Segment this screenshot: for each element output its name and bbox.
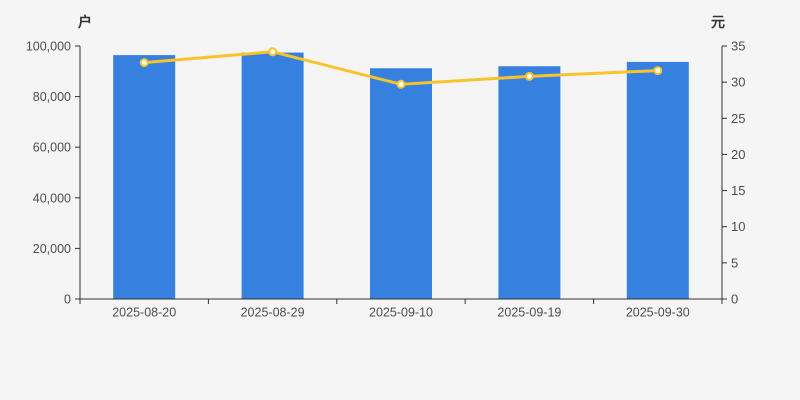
price-point-2025-09-30[interactable] <box>653 66 663 76</box>
x-axis-tick-label: 2025-08-29 <box>241 306 305 320</box>
bar-2025-08-29[interactable] <box>241 52 304 299</box>
price-point-2025-08-20[interactable] <box>139 58 149 68</box>
right-axis-tick-label: 5 <box>731 255 738 270</box>
left-axis-tick-label: 40,000 <box>33 191 71 205</box>
bar-2025-09-19[interactable] <box>498 66 561 300</box>
right-axis-tick-label: 35 <box>731 39 745 54</box>
bar-2025-08-20[interactable] <box>113 55 176 299</box>
left-axis-tick-label: 80,000 <box>33 90 71 104</box>
bar-2025-09-30[interactable] <box>626 61 689 300</box>
right-axis-tick-label: 30 <box>731 75 745 90</box>
left-axis-tick-label: 100,000 <box>26 40 71 54</box>
right-axis-tick-label: 10 <box>731 219 745 234</box>
right-axis-tick-label: 15 <box>731 183 745 198</box>
price-point-2025-09-10[interactable] <box>396 79 406 89</box>
right-axis-tick-label: 0 <box>731 292 738 307</box>
right-axis-name: 元 <box>711 14 725 30</box>
x-axis-tick-label: 2025-09-30 <box>626 306 690 320</box>
right-axis-tick-label: 25 <box>731 111 745 126</box>
bar-2025-09-10[interactable] <box>370 68 432 299</box>
left-axis-tick-label: 60,000 <box>33 141 71 155</box>
x-axis-tick-label: 2025-09-19 <box>497 306 561 320</box>
x-axis-tick-label: 2025-09-10 <box>369 306 433 320</box>
x-axis-tick-label: 2025-08-20 <box>112 306 176 320</box>
left-axis-tick-label: 20,000 <box>33 242 71 256</box>
price-point-2025-08-29[interactable] <box>268 47 278 57</box>
left-axis-name: 户 <box>78 14 92 30</box>
left-axis-tick-label: 0 <box>64 293 71 307</box>
price-point-2025-09-19[interactable] <box>524 71 534 81</box>
right-axis-tick-label: 20 <box>731 147 745 162</box>
